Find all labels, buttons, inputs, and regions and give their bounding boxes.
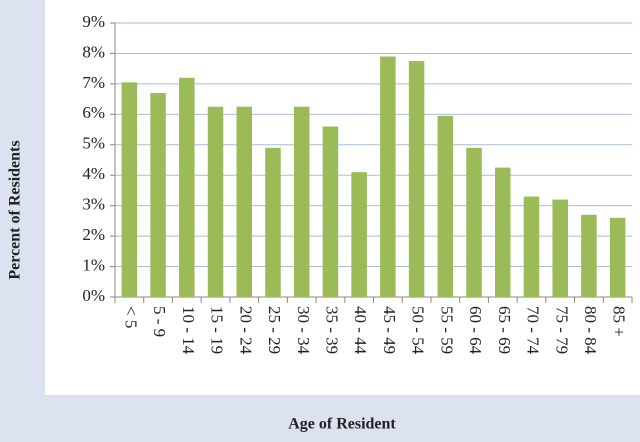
bar <box>236 106 253 297</box>
x-tick-label: 55 - 59 <box>437 306 456 354</box>
x-tick-label: < 5 <box>121 306 140 328</box>
plot-panel <box>45 0 640 395</box>
x-tick-label: 80 - 84 <box>581 306 600 355</box>
x-tick-label: 85 + <box>610 306 629 337</box>
y-tick-label: 2% <box>82 225 105 244</box>
bar <box>150 93 166 298</box>
bar <box>293 106 310 297</box>
bar <box>437 115 454 297</box>
x-tick-label: 60 - 64 <box>466 306 485 355</box>
y-tick-label: 5% <box>82 134 105 153</box>
bar <box>581 214 597 297</box>
x-tick-label: 40 - 44 <box>351 306 370 355</box>
bar <box>466 147 482 297</box>
bar <box>179 77 195 297</box>
bar <box>494 167 511 297</box>
y-tick-label: 9% <box>82 12 105 31</box>
bar <box>552 199 568 297</box>
bar <box>207 106 224 297</box>
x-tick-label: 20 - 24 <box>236 306 255 355</box>
x-tick-label: 30 - 34 <box>294 306 313 355</box>
x-tick-label: 10 - 14 <box>179 306 198 355</box>
bar <box>121 82 138 297</box>
bar <box>322 126 339 297</box>
x-tick-label: 35 - 39 <box>323 306 342 354</box>
bar <box>523 196 540 297</box>
bar <box>351 172 367 297</box>
x-tick-label: 15 - 19 <box>208 306 227 354</box>
x-tick-label: 5 - 9 <box>150 306 169 337</box>
x-tick-label: 70 - 74 <box>524 306 543 355</box>
y-tick-label: 1% <box>82 255 105 274</box>
bar <box>380 56 396 297</box>
y-tick-label: 7% <box>82 73 105 92</box>
bar <box>609 217 626 297</box>
x-axis-title: Age of Resident <box>288 416 396 433</box>
x-tick-label: 25 - 29 <box>265 306 284 354</box>
y-tick-label: 8% <box>82 42 105 61</box>
x-tick-label: 50 - 54 <box>409 306 428 355</box>
x-tick-label: 45 - 49 <box>380 306 399 354</box>
y-tick-label: 3% <box>82 195 105 214</box>
y-tick-label: 6% <box>82 103 105 122</box>
x-tick-label: 65 - 69 <box>495 306 514 354</box>
bar <box>408 61 425 297</box>
bar <box>265 147 281 297</box>
x-tick-label: 75 - 79 <box>552 306 571 354</box>
y-tick-label: 4% <box>82 164 105 183</box>
y-axis-title: Percent of Residents <box>7 140 24 279</box>
y-tick-label: 0% <box>82 286 105 305</box>
